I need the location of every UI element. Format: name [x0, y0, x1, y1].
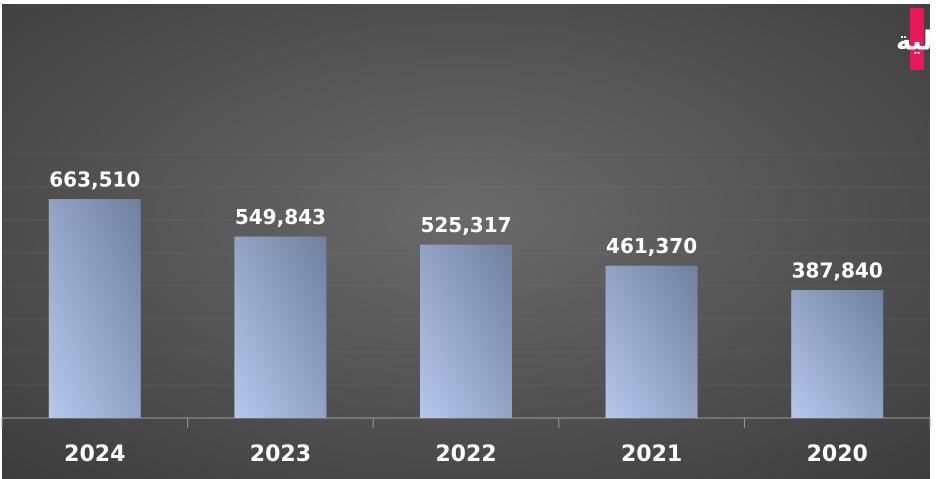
x-tick-label: 2021 — [621, 442, 682, 467]
bar — [605, 265, 698, 418]
x-tick-label: 2022 — [435, 442, 496, 467]
bar — [420, 244, 512, 418]
data-label: 461,370 — [606, 234, 697, 258]
x-tick-label: 2023 — [250, 442, 311, 467]
data-label: 525,317 — [420, 213, 511, 237]
x-tick-label: 2024 — [64, 442, 125, 467]
accent-bar — [910, 8, 924, 70]
bar — [791, 290, 884, 418]
bar — [48, 199, 141, 418]
data-label: 663,510 — [49, 168, 140, 192]
data-label: 387,840 — [792, 259, 883, 283]
x-tick-label: 2020 — [807, 442, 868, 467]
bar — [234, 236, 327, 418]
data-label: 549,843 — [235, 205, 326, 229]
chart-title: قيمة إصدارات الصكوك وأدوات الدين المدرجة… — [896, 24, 936, 57]
